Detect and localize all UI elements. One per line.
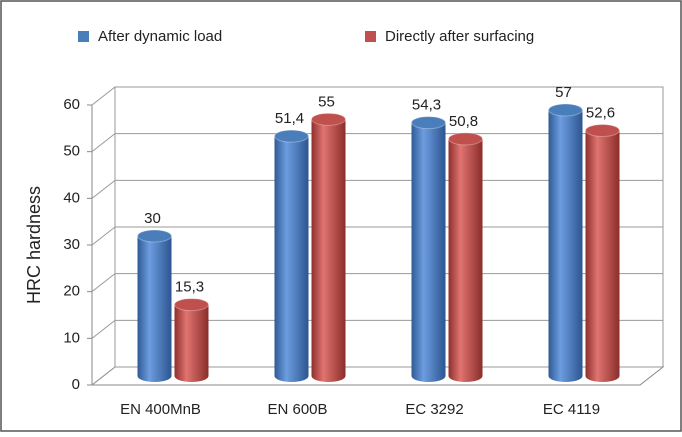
legend-swatch bbox=[365, 31, 376, 42]
value-label: 30 bbox=[144, 210, 161, 227]
bar bbox=[137, 229, 172, 382]
value-label: 15,3 bbox=[175, 279, 204, 296]
value-label: 57 bbox=[555, 84, 572, 101]
legend-swatch bbox=[78, 31, 89, 42]
bar bbox=[585, 124, 620, 382]
legend-label: After dynamic load bbox=[98, 28, 222, 45]
value-label: 54,3 bbox=[412, 97, 441, 114]
grid-line bbox=[91, 226, 116, 246]
grid-line bbox=[91, 133, 116, 153]
grid-line bbox=[91, 86, 116, 106]
bar-top bbox=[411, 116, 446, 130]
bar-body bbox=[585, 130, 620, 382]
y-tick-label: 50 bbox=[63, 143, 80, 160]
y-tick-label: 30 bbox=[63, 236, 80, 253]
value-label: 51,4 bbox=[275, 110, 304, 127]
bar-body bbox=[548, 110, 583, 382]
grid-line bbox=[91, 366, 116, 386]
bar-top bbox=[448, 132, 483, 146]
bar bbox=[411, 116, 446, 382]
bar-body bbox=[411, 122, 446, 382]
y-axis-label: HRC hardness bbox=[24, 186, 44, 304]
bar bbox=[174, 298, 209, 382]
y-tick-label: 60 bbox=[63, 96, 80, 113]
y-tick-label: 20 bbox=[63, 283, 80, 300]
y-tick-label: 40 bbox=[63, 189, 80, 206]
value-label: 55 bbox=[318, 93, 335, 110]
bar bbox=[448, 132, 483, 382]
y-tick-label: 10 bbox=[63, 329, 80, 346]
bar-body bbox=[174, 304, 209, 382]
bar-top bbox=[548, 103, 583, 117]
bar bbox=[311, 112, 346, 382]
bar-top bbox=[311, 112, 346, 126]
x-tick-label: EN 600B bbox=[267, 401, 327, 418]
grid-line bbox=[91, 319, 116, 339]
x-tick-label: EN 400MnB bbox=[120, 401, 201, 418]
x-tick-label: EC 3292 bbox=[405, 401, 463, 418]
bar-body bbox=[448, 138, 483, 382]
bar-top bbox=[137, 229, 172, 243]
bar bbox=[274, 129, 309, 382]
value-label: 50,8 bbox=[449, 113, 478, 130]
bar-body bbox=[137, 236, 172, 382]
legend-label: Directly after surfacing bbox=[385, 28, 534, 45]
grid-line bbox=[91, 179, 116, 199]
y-tick-label: 0 bbox=[72, 376, 80, 393]
bar-top bbox=[585, 124, 620, 138]
bar-top bbox=[174, 298, 209, 312]
bar-top bbox=[274, 129, 309, 143]
grid-line bbox=[91, 273, 116, 293]
value-label: 52,6 bbox=[586, 105, 615, 122]
bar-body bbox=[274, 136, 309, 382]
bar-body bbox=[311, 119, 346, 382]
bar bbox=[548, 103, 583, 382]
x-tick-label: EC 4119 bbox=[543, 401, 600, 418]
